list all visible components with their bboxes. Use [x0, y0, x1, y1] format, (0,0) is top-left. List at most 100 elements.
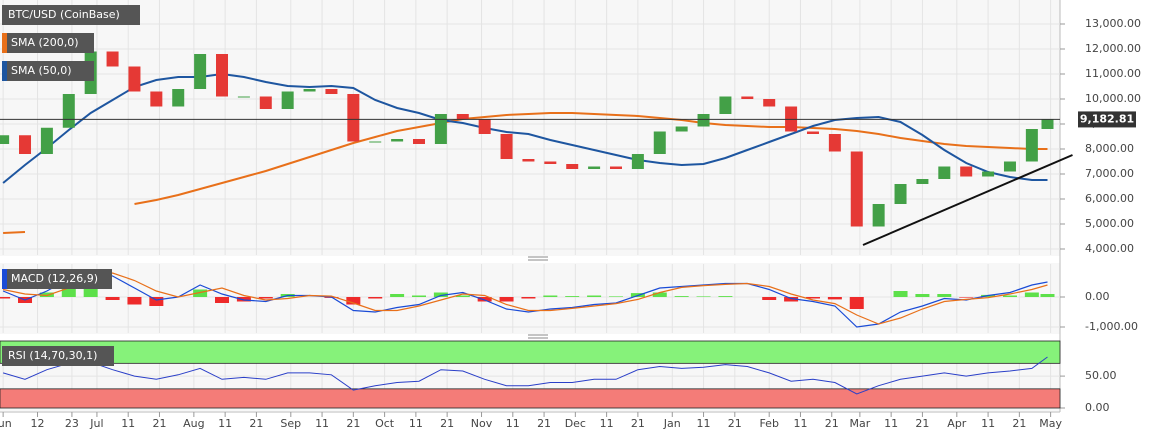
trendline	[862, 154, 1073, 246]
candle-body	[1025, 129, 1038, 162]
x-tick-label: 21	[152, 417, 166, 430]
macd-histogram-bar	[149, 297, 164, 306]
legend-swatch	[2, 33, 7, 53]
x-tick-label: 21	[249, 417, 263, 430]
candle-body	[741, 96, 754, 99]
macd-histogram-bar	[565, 296, 580, 297]
x-tick-label: Mar	[849, 417, 870, 430]
y-tick-label: 5,000.00	[1085, 217, 1134, 230]
macd-histogram-bar	[959, 297, 974, 298]
macd-histogram-bar	[477, 297, 492, 302]
macd-histogram-bar	[193, 289, 208, 297]
y-tick-label: 0.00	[1085, 290, 1110, 303]
macd-histogram-bar	[696, 296, 711, 297]
x-tick-label: 21	[631, 417, 645, 430]
candle-body	[456, 114, 469, 119]
macd-histogram-bar	[849, 297, 864, 309]
candle-body	[40, 127, 53, 154]
x-tick-label: 11	[315, 417, 329, 430]
x-tick-label: 11	[884, 417, 898, 430]
legend-title: MACD (12,26,9)	[11, 272, 98, 285]
x-tick-label: 11	[981, 417, 995, 430]
candle-body	[412, 139, 425, 144]
macd-histogram-bar	[368, 297, 383, 299]
last-price-label: 9,182.81	[1080, 112, 1134, 125]
candle-body	[150, 91, 163, 107]
candle-body	[1041, 119, 1054, 129]
macd-histogram-bar	[587, 295, 602, 297]
macd-histogram-bar	[61, 288, 76, 297]
candle-body	[872, 204, 885, 227]
x-tick-label: Oct	[375, 417, 395, 430]
y-tick-label: -1,000.00	[1085, 320, 1138, 333]
candle-body	[325, 89, 338, 94]
candle-body	[653, 131, 666, 154]
x-tick-label: 21	[728, 417, 742, 430]
candle-body	[216, 54, 229, 97]
macd-histogram-bar	[1040, 294, 1055, 297]
candle-body	[303, 89, 316, 92]
x-tick-label: 11	[600, 417, 614, 430]
x-tick-label: Nov	[471, 417, 493, 430]
candle-body	[697, 114, 710, 127]
panel-handle[interactable]	[528, 256, 548, 261]
x-tick-label: Jan	[663, 417, 681, 430]
macd-histogram-bar	[652, 292, 667, 297]
candle-body	[522, 159, 535, 162]
macd-histogram-bar	[0, 297, 11, 299]
macd-histogram-bar	[937, 294, 952, 297]
legend-box	[2, 61, 94, 81]
x-tick-label: 11	[121, 417, 135, 430]
candle-body	[609, 166, 622, 169]
candle-body	[544, 161, 557, 164]
y-tick-label: 0.00	[1085, 401, 1110, 414]
macd-histogram-bar	[805, 297, 820, 299]
macd-histogram-bar	[215, 297, 230, 303]
x-tick-label: 12	[31, 417, 45, 430]
macd-histogram-bar	[718, 296, 733, 297]
y-tick-label: 6,000.00	[1085, 192, 1134, 205]
y-tick-label: 10,000.00	[1085, 92, 1141, 105]
candle-body	[369, 141, 382, 143]
y-tick-label: 11,000.00	[1085, 67, 1141, 80]
candle-body	[960, 166, 973, 177]
x-tick-label: Feb	[759, 417, 778, 430]
legend-swatch	[2, 61, 7, 81]
candle-body	[806, 131, 819, 134]
rsi-line	[2, 356, 1048, 395]
macd-histogram-bar	[83, 288, 98, 297]
x-tick-label: Sep	[280, 417, 301, 430]
macd-histogram-bar	[433, 292, 448, 297]
legend-swatch	[2, 269, 7, 289]
legend-box	[2, 269, 112, 289]
macd-histogram-bar	[499, 297, 514, 302]
macd-histogram-bar	[411, 295, 426, 297]
macd-histogram-bar	[521, 297, 536, 299]
candle-body	[894, 184, 907, 204]
x-tick-label: Dec	[565, 417, 586, 430]
x-tick-label: Apr	[947, 417, 967, 430]
macd-histogram-bar	[674, 296, 689, 297]
macd-histogram-bar	[258, 297, 273, 299]
x-tick-label: 21	[346, 417, 360, 430]
candle-body	[850, 151, 863, 227]
candle-body	[982, 171, 995, 177]
macd-histogram-bar	[915, 294, 930, 297]
x-tick-label: 21	[440, 417, 454, 430]
candle-body	[938, 166, 951, 179]
candle-body	[500, 134, 513, 159]
macd-histogram-bar	[455, 295, 470, 297]
macd-histogram-bar	[543, 295, 558, 297]
overbought-zone	[0, 340, 1061, 364]
candle-body	[434, 114, 447, 144]
y-tick-label: 7,000.00	[1085, 167, 1134, 180]
panel-handle[interactable]	[528, 334, 548, 339]
x-tick-label: 11	[506, 417, 520, 430]
candle-body	[281, 91, 294, 109]
candle-body	[588, 166, 601, 169]
candle-body	[172, 89, 185, 107]
macd-histogram-bar	[105, 297, 120, 300]
y-tick-label: 50.00	[1085, 369, 1117, 382]
last-price-tag	[1078, 111, 1136, 128]
